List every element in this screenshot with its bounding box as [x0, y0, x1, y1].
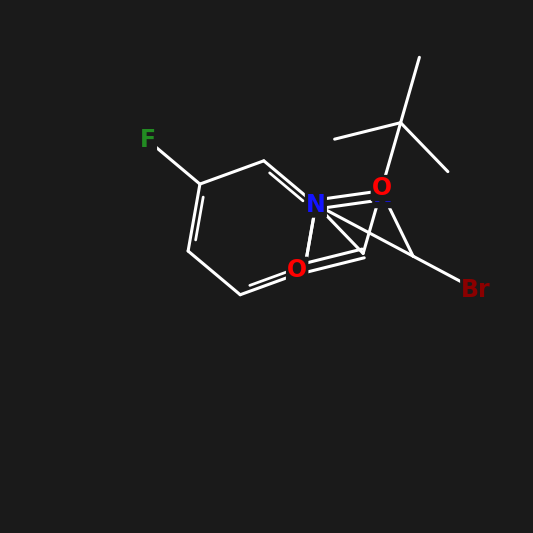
Text: F: F — [140, 128, 156, 152]
Text: O: O — [372, 176, 392, 200]
Text: N: N — [374, 183, 393, 207]
Text: N: N — [306, 192, 326, 216]
Text: O: O — [287, 258, 307, 282]
Text: Br: Br — [461, 278, 491, 302]
